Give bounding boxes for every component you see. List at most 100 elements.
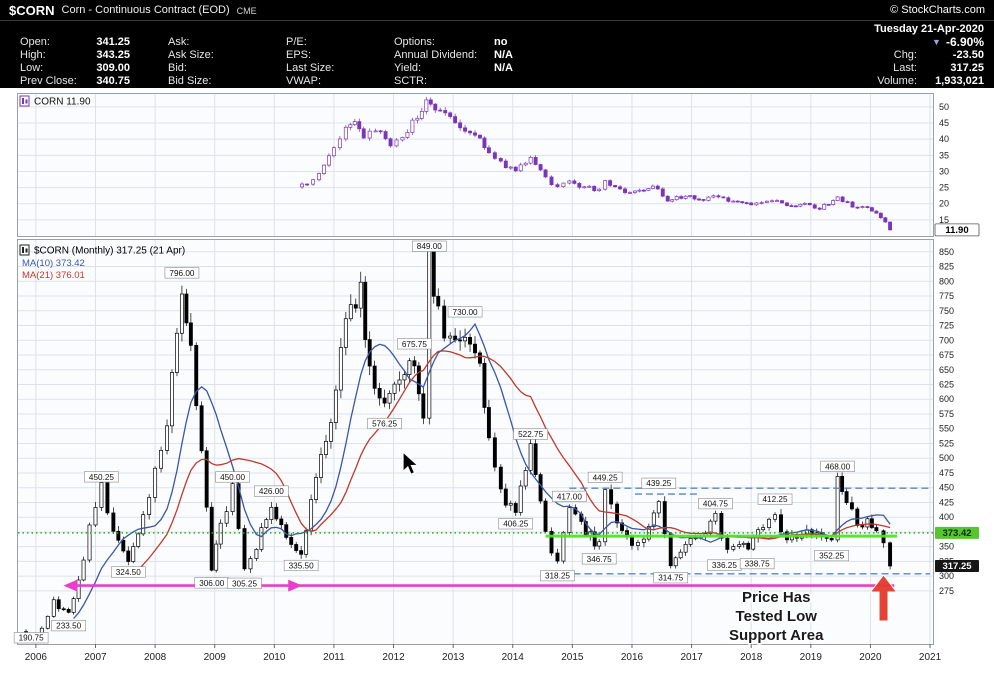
quote-label: VWAP: bbox=[286, 75, 322, 87]
price-label-annotation: 450.25 bbox=[84, 471, 119, 483]
svg-text:426.00: 426.00 bbox=[259, 487, 284, 496]
price-label-annotation: 306.00 bbox=[194, 577, 230, 589]
quote-summary: Tuesday 21-Apr-2020 ▼ -6.90% Chg: -23.50 … bbox=[784, 22, 984, 87]
svg-text:800: 800 bbox=[939, 276, 954, 286]
svg-text:575: 575 bbox=[939, 409, 954, 419]
svg-text:2021: 2021 bbox=[919, 652, 942, 663]
quote-value: 340.75 bbox=[96, 75, 130, 87]
price-annotations: 190.75 233.50 450.25 324.50 796.00 306.00 450.… bbox=[13, 240, 855, 644]
quote-label: P/E: bbox=[286, 36, 307, 48]
svg-text:550: 550 bbox=[939, 424, 954, 434]
svg-text:750: 750 bbox=[939, 306, 954, 316]
svg-text:2019: 2019 bbox=[800, 652, 823, 663]
etf-last-badge: 11.90 bbox=[934, 223, 980, 237]
svg-text:45: 45 bbox=[939, 118, 949, 128]
price-label-annotation: 346.75 bbox=[581, 553, 617, 565]
ma-level-badge: 373.42 bbox=[935, 526, 979, 539]
last-price-badge: 317.25 bbox=[935, 560, 979, 572]
price-label-annotation: 796.00 bbox=[164, 267, 200, 279]
last-label: Last: bbox=[893, 61, 917, 74]
quote-label: Prev Close: bbox=[20, 75, 77, 87]
svg-text:404.75: 404.75 bbox=[703, 500, 728, 509]
svg-text:2009: 2009 bbox=[204, 652, 227, 663]
price-label-annotation: 468.00 bbox=[820, 460, 855, 472]
svg-text:346.75: 346.75 bbox=[587, 555, 612, 564]
symbol-title: $CORN bbox=[9, 2, 55, 18]
svg-text:352.25: 352.25 bbox=[819, 552, 844, 561]
svg-text:475: 475 bbox=[939, 468, 954, 478]
quote-label: Bid Size: bbox=[168, 75, 212, 87]
svg-text:318.25: 318.25 bbox=[545, 572, 570, 581]
svg-text:2013: 2013 bbox=[442, 652, 465, 663]
svg-text:650: 650 bbox=[939, 365, 954, 375]
svg-text:Price Has: Price Has bbox=[742, 589, 810, 606]
svg-text:725: 725 bbox=[939, 321, 954, 331]
quote-label: Low: bbox=[20, 62, 44, 74]
svg-text:275: 275 bbox=[939, 586, 954, 596]
quote-row: Yield: N/A bbox=[394, 62, 513, 75]
price-label-annotation: 305.25 bbox=[227, 577, 262, 589]
etf-series-icon bbox=[19, 95, 30, 107]
svg-text:417.00: 417.00 bbox=[557, 492, 582, 501]
price-label-annotation: 352.25 bbox=[814, 550, 849, 562]
price-label-annotation: 406.25 bbox=[498, 518, 534, 530]
svg-text:Support Area: Support Area bbox=[729, 627, 824, 644]
svg-text:15: 15 bbox=[939, 215, 949, 225]
quote-row: Bid Size: bbox=[168, 75, 266, 88]
price-label-annotation: 324.50 bbox=[110, 566, 146, 578]
svg-text:849.00: 849.00 bbox=[417, 242, 442, 251]
price-label-annotation: 439.25 bbox=[641, 477, 677, 489]
svg-text:700: 700 bbox=[939, 335, 954, 345]
svg-text:449.25: 449.25 bbox=[593, 473, 618, 482]
svg-text:730.00: 730.00 bbox=[453, 308, 478, 317]
svg-text:2015: 2015 bbox=[561, 652, 584, 663]
svg-text:338.75: 338.75 bbox=[745, 560, 770, 569]
volume-label: Volume: bbox=[877, 74, 917, 87]
price-label-annotation: 522.75 bbox=[513, 428, 548, 440]
quote-label: SCTR: bbox=[394, 75, 427, 87]
etf-legend-label: CORN 11.90 bbox=[34, 97, 91, 108]
quote-label: Open: bbox=[20, 36, 50, 48]
svg-text:336.25: 336.25 bbox=[712, 561, 737, 570]
svg-text:775: 775 bbox=[939, 291, 954, 301]
quote-value: N/A bbox=[494, 62, 513, 74]
svg-text:306.00: 306.00 bbox=[199, 579, 224, 588]
svg-text:450: 450 bbox=[939, 483, 954, 493]
quote-label: Yield: bbox=[394, 62, 422, 74]
price-label-annotation: 417.00 bbox=[552, 490, 587, 502]
main-legend-label: $CORN (Monthly) 317.25 (21 Apr) bbox=[34, 246, 185, 257]
quote-row: EPS: bbox=[286, 49, 388, 62]
svg-text:40: 40 bbox=[939, 134, 949, 144]
svg-text:825: 825 bbox=[939, 262, 954, 272]
down-triangle-icon: ▼ bbox=[932, 36, 941, 47]
copyright-link[interactable]: © StockCharts.com bbox=[890, 4, 985, 16]
quote-value: 341.25 bbox=[96, 36, 130, 48]
svg-text:324.50: 324.50 bbox=[116, 568, 141, 577]
svg-text:335.50: 335.50 bbox=[289, 561, 314, 570]
main-legend: $CORN (Monthly) 317.25 (21 Apr)MA(10) 37… bbox=[19, 244, 185, 281]
etf-panel-frame bbox=[17, 93, 934, 237]
svg-text:2016: 2016 bbox=[621, 652, 644, 663]
svg-text:600: 600 bbox=[939, 394, 954, 404]
svg-text:450.00: 450.00 bbox=[220, 473, 245, 482]
chart-date: Tuesday 21-Apr-2020 bbox=[874, 22, 984, 35]
svg-text:30: 30 bbox=[939, 166, 949, 176]
svg-text:2008: 2008 bbox=[144, 652, 167, 663]
svg-text:406.25: 406.25 bbox=[503, 520, 528, 529]
quote-row: Prev Close: 340.75 bbox=[20, 75, 130, 88]
quote-value: 309.00 bbox=[96, 62, 130, 74]
price-label-annotation: 675.75 bbox=[397, 338, 432, 350]
price-label-annotation: 318.25 bbox=[540, 570, 575, 582]
svg-text:11.90: 11.90 bbox=[945, 225, 968, 236]
svg-text:190.75: 190.75 bbox=[19, 634, 44, 643]
chart-area: 190.75 233.50 450.25 324.50 796.00 306.00 450.… bbox=[0, 88, 994, 674]
quote-row: Ask: bbox=[168, 36, 266, 49]
chg-value: -23.50 bbox=[952, 48, 984, 61]
svg-text:400: 400 bbox=[939, 512, 954, 522]
chart-header: $CORN Corn - Continuous Contract (EOD) C… bbox=[0, 0, 994, 88]
quote-label: Ask: bbox=[168, 36, 190, 48]
ma21-legend-label: MA(21) 376.01 bbox=[22, 270, 85, 281]
svg-text:300: 300 bbox=[939, 571, 954, 581]
etf-legend: CORN 11.90 bbox=[19, 95, 91, 108]
